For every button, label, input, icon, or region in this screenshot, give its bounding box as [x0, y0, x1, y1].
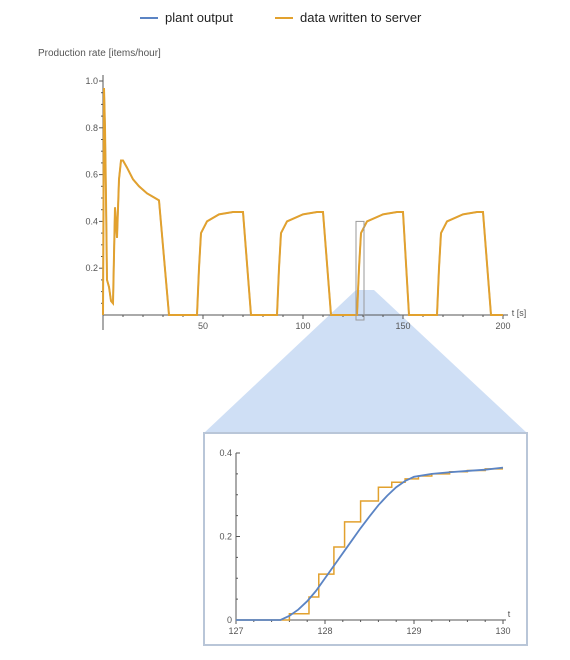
main-y-tick-label: 0.6: [85, 170, 98, 180]
main-y-tick-label: 0.8: [85, 123, 98, 133]
legend-item-data-written: data written to server: [275, 10, 421, 25]
inset-y-tick-label: 0.2: [219, 532, 232, 542]
inset-x-tick-label: 129: [406, 626, 421, 636]
legend-label-plant-output: plant output: [165, 10, 233, 25]
main-x-tick-label: 50: [198, 321, 208, 331]
inset-x-tick-label: 130: [495, 626, 510, 636]
main-series-data-written: [102, 87, 503, 316]
legend-item-plant-output: plant output: [140, 10, 233, 25]
main-y-tick-label: 0.4: [85, 216, 98, 226]
inset-x-axis-label: t: [508, 609, 511, 619]
main-y-axis-label: Production rate [items/hour]: [38, 48, 161, 59]
inset-y-tick-label: 0.4: [219, 448, 232, 458]
inset-series-plant-output: [236, 466, 504, 621]
main-y-tick-label: 0.2: [85, 263, 98, 273]
inset-x-tick-label: 127: [228, 626, 243, 636]
legend-swatch-data-written: [275, 16, 293, 19]
zoom-window-box: [355, 220, 365, 321]
inset-y-tick-label: 0: [227, 615, 232, 625]
main-y-tick-label: 1.0: [85, 76, 98, 86]
inset-x-tick-label: 128: [317, 626, 332, 636]
legend: plant output data written to server: [0, 10, 570, 30]
main-x-axis-label: t [s]: [512, 308, 527, 318]
zoom-cone: [204, 290, 527, 433]
legend-swatch-plant-output: [140, 16, 158, 19]
main-x-tick-label: 100: [295, 321, 310, 331]
main-series-plant-output: [102, 87, 503, 316]
inset-frame: [203, 432, 528, 646]
main-x-tick-label: 200: [495, 321, 510, 331]
main-x-tick-label: 150: [395, 321, 410, 331]
legend-label-data-written: data written to server: [300, 10, 422, 25]
